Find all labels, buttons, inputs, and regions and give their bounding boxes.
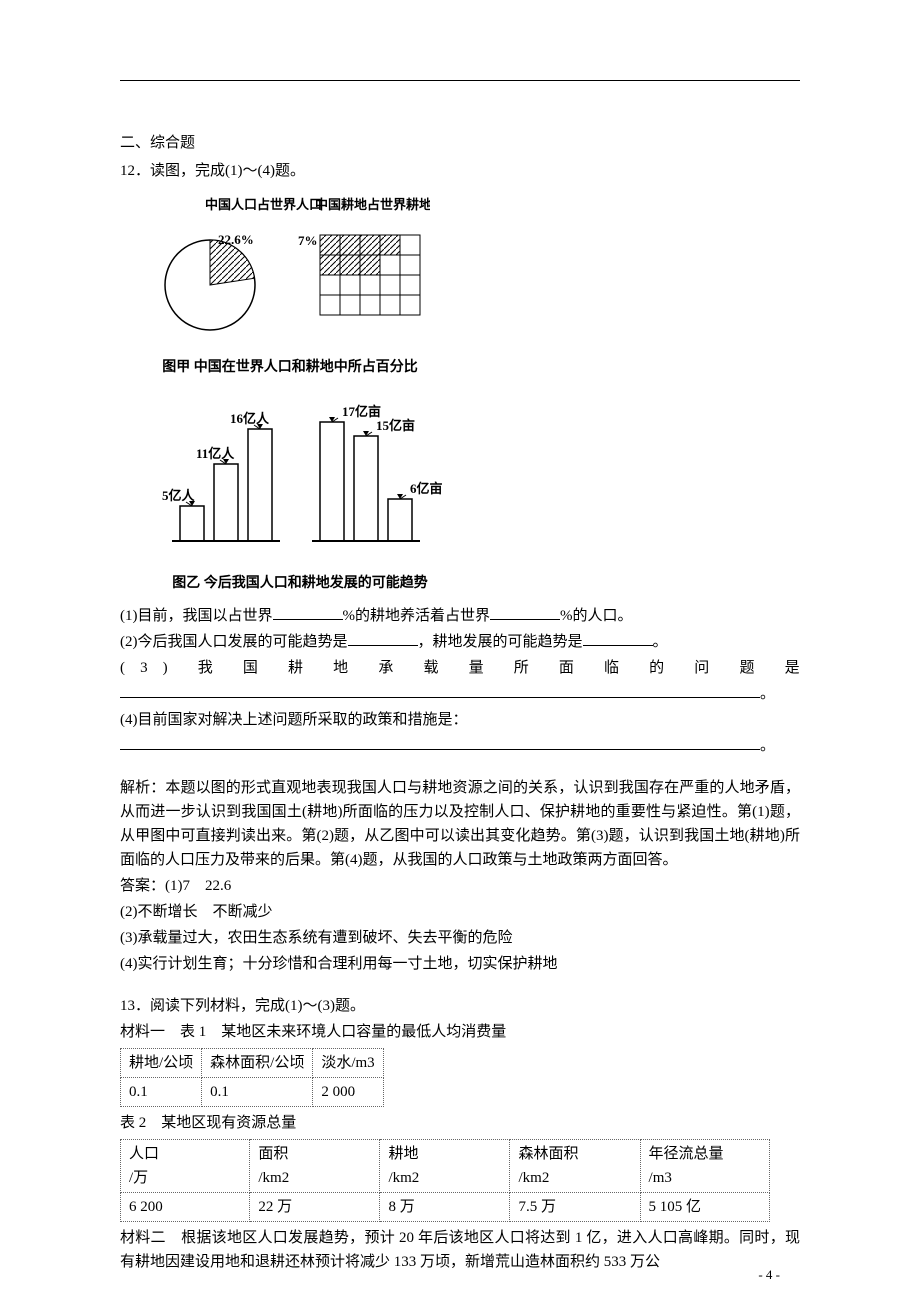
q12-sub3-blank: 。 <box>120 682 800 706</box>
q12-sub2-c: 。 <box>653 634 668 650</box>
table-header-cell: 耕地/km2 <box>380 1139 510 1192</box>
blank <box>348 630 418 646</box>
table-header-cell: 人口/万 <box>121 1139 250 1192</box>
chart-jia-caption: 图甲 中国在世界人口和耕地中所占百分比 <box>150 357 430 379</box>
table-2: 人口/万面积/km2耕地/km2森林面积/km2年径流总量/m3 6 20022 … <box>120 1139 770 1222</box>
q12-ans3: (3)承载量过大，农田生态系统有遭到破坏、失去平衡的危险 <box>120 926 800 950</box>
q13-mat2: 材料二 根据该地区人口发展趋势，预计 20 年后该地区人口将达到 1 亿，进入人… <box>120 1226 800 1274</box>
q12-answer-label: 答案：(1)7 22.6 <box>120 874 800 898</box>
q12-sub1-b: %的耕地养活着占世界 <box>343 608 491 624</box>
q12-sub3: (3) 我 国 耕 地 承 载 量 所 面 临 的 问 题 是 <box>120 656 800 680</box>
table-header-cell: 森林面积/km2 <box>510 1139 640 1192</box>
svg-text:中国人口占世界人口: 中国人口占世界人口 <box>205 197 322 212</box>
page-number: - 4 - <box>758 1265 780 1286</box>
q12-sub4: (4)目前国家对解决上述问题所采取的政策和措施是： <box>120 708 800 732</box>
q12-sub2-b: ，耕地发展的可能趋势是 <box>418 634 583 650</box>
table-header-cell: 面积/km2 <box>250 1139 380 1192</box>
table-1: 耕地/公顷森林面积/公顷淡水/m30.10.12 000 <box>120 1048 384 1107</box>
q12-prompt: 12．读图，完成(1)～(4)题。 <box>120 159 800 183</box>
chart-yi: 5亿人 11亿人 16亿人 17亿亩15亿亩 6亿亩 图乙 今后我国人口和耕地发展的可能… <box>150 391 800 595</box>
blank <box>273 604 343 620</box>
chart-yi-svg: 5亿人 11亿人 16亿人 17亿亩15亿亩 6亿亩 <box>150 391 450 561</box>
q12-sub2-a: (2)今后我国人口发展的可能趋势是 <box>120 634 348 650</box>
period: 。 <box>760 738 775 754</box>
q12-sub1-a: (1)目前，我国以占世界 <box>120 608 273 624</box>
section-header: 二、综合题 <box>120 131 800 155</box>
table-header-cell: 耕地/公顷 <box>121 1048 202 1077</box>
blank-long <box>120 734 760 750</box>
svg-text:中国耕地占世界耕地: 中国耕地占世界耕地 <box>315 197 430 212</box>
svg-text:16亿人: 16亿人 <box>230 411 270 426</box>
svg-text:15亿亩: 15亿亩 <box>376 418 415 433</box>
table-cell: 0.1 <box>202 1077 313 1106</box>
q12-ans4: (4)实行计划生育；十分珍惜和合理利用每一寸土地，切实保护耕地 <box>120 952 800 976</box>
table-cell: 0.1 <box>121 1077 202 1106</box>
table-cell: 7.5 万 <box>510 1192 640 1221</box>
q13-mat1-label: 材料一 表 1 某地区未来环境人口容量的最低人均消费量 <box>120 1020 800 1044</box>
period: 。 <box>760 686 775 702</box>
table-cell: 8 万 <box>380 1192 510 1221</box>
q12-ans2: (2)不断增长 不断减少 <box>120 900 800 924</box>
chart-yi-caption: 图乙 今后我国人口和耕地发展的可能趋势 <box>150 573 450 595</box>
svg-text:6亿亩: 6亿亩 <box>410 481 443 496</box>
svg-text:7%: 7% <box>298 233 318 248</box>
chart-jia: 中国人口占世界人口中国耕地占世界耕地 22.6% 7% 图甲 中国在世界人口和耕地中… <box>150 195 800 379</box>
table-cell: 22 万 <box>250 1192 380 1221</box>
blank <box>583 630 653 646</box>
table-cell: 2 000 <box>313 1077 383 1106</box>
q12-sub1-c: %的人口。 <box>560 608 633 624</box>
svg-text:17亿亩: 17亿亩 <box>342 404 381 419</box>
q13-table2-label: 表 2 某地区现有资源总量 <box>120 1111 800 1135</box>
table-header-cell: 淡水/m3 <box>313 1048 383 1077</box>
table-cell: 6 200 <box>121 1192 250 1221</box>
blank <box>490 604 560 620</box>
svg-text:22.6%: 22.6% <box>218 232 254 247</box>
q12-sub4-blank: 。 <box>120 734 800 758</box>
table-header-cell: 年径流总量/m3 <box>640 1139 769 1192</box>
chart-jia-svg: 中国人口占世界人口中国耕地占世界耕地 22.6% 7% <box>150 195 430 345</box>
table-header-cell: 森林面积/公顷 <box>202 1048 313 1077</box>
table-cell: 5 105 亿 <box>640 1192 769 1221</box>
svg-text:11亿人: 11亿人 <box>196 446 235 461</box>
q12-sub1: (1)目前，我国以占世界 %的耕地养活着占世界 %的人口。 <box>120 604 800 628</box>
q13-prompt: 13．阅读下列材料，完成(1)～(3)题。 <box>120 994 800 1018</box>
q12-sub2: (2)今后我国人口发展的可能趋势是 ，耕地发展的可能趋势是 。 <box>120 630 800 654</box>
q12-explain: 解析：本题以图的形式直观地表现我国人口与耕地资源之间的关系，认识到我国存在严重的… <box>120 776 800 872</box>
svg-text:5亿人: 5亿人 <box>162 488 196 503</box>
blank-long <box>120 682 760 698</box>
